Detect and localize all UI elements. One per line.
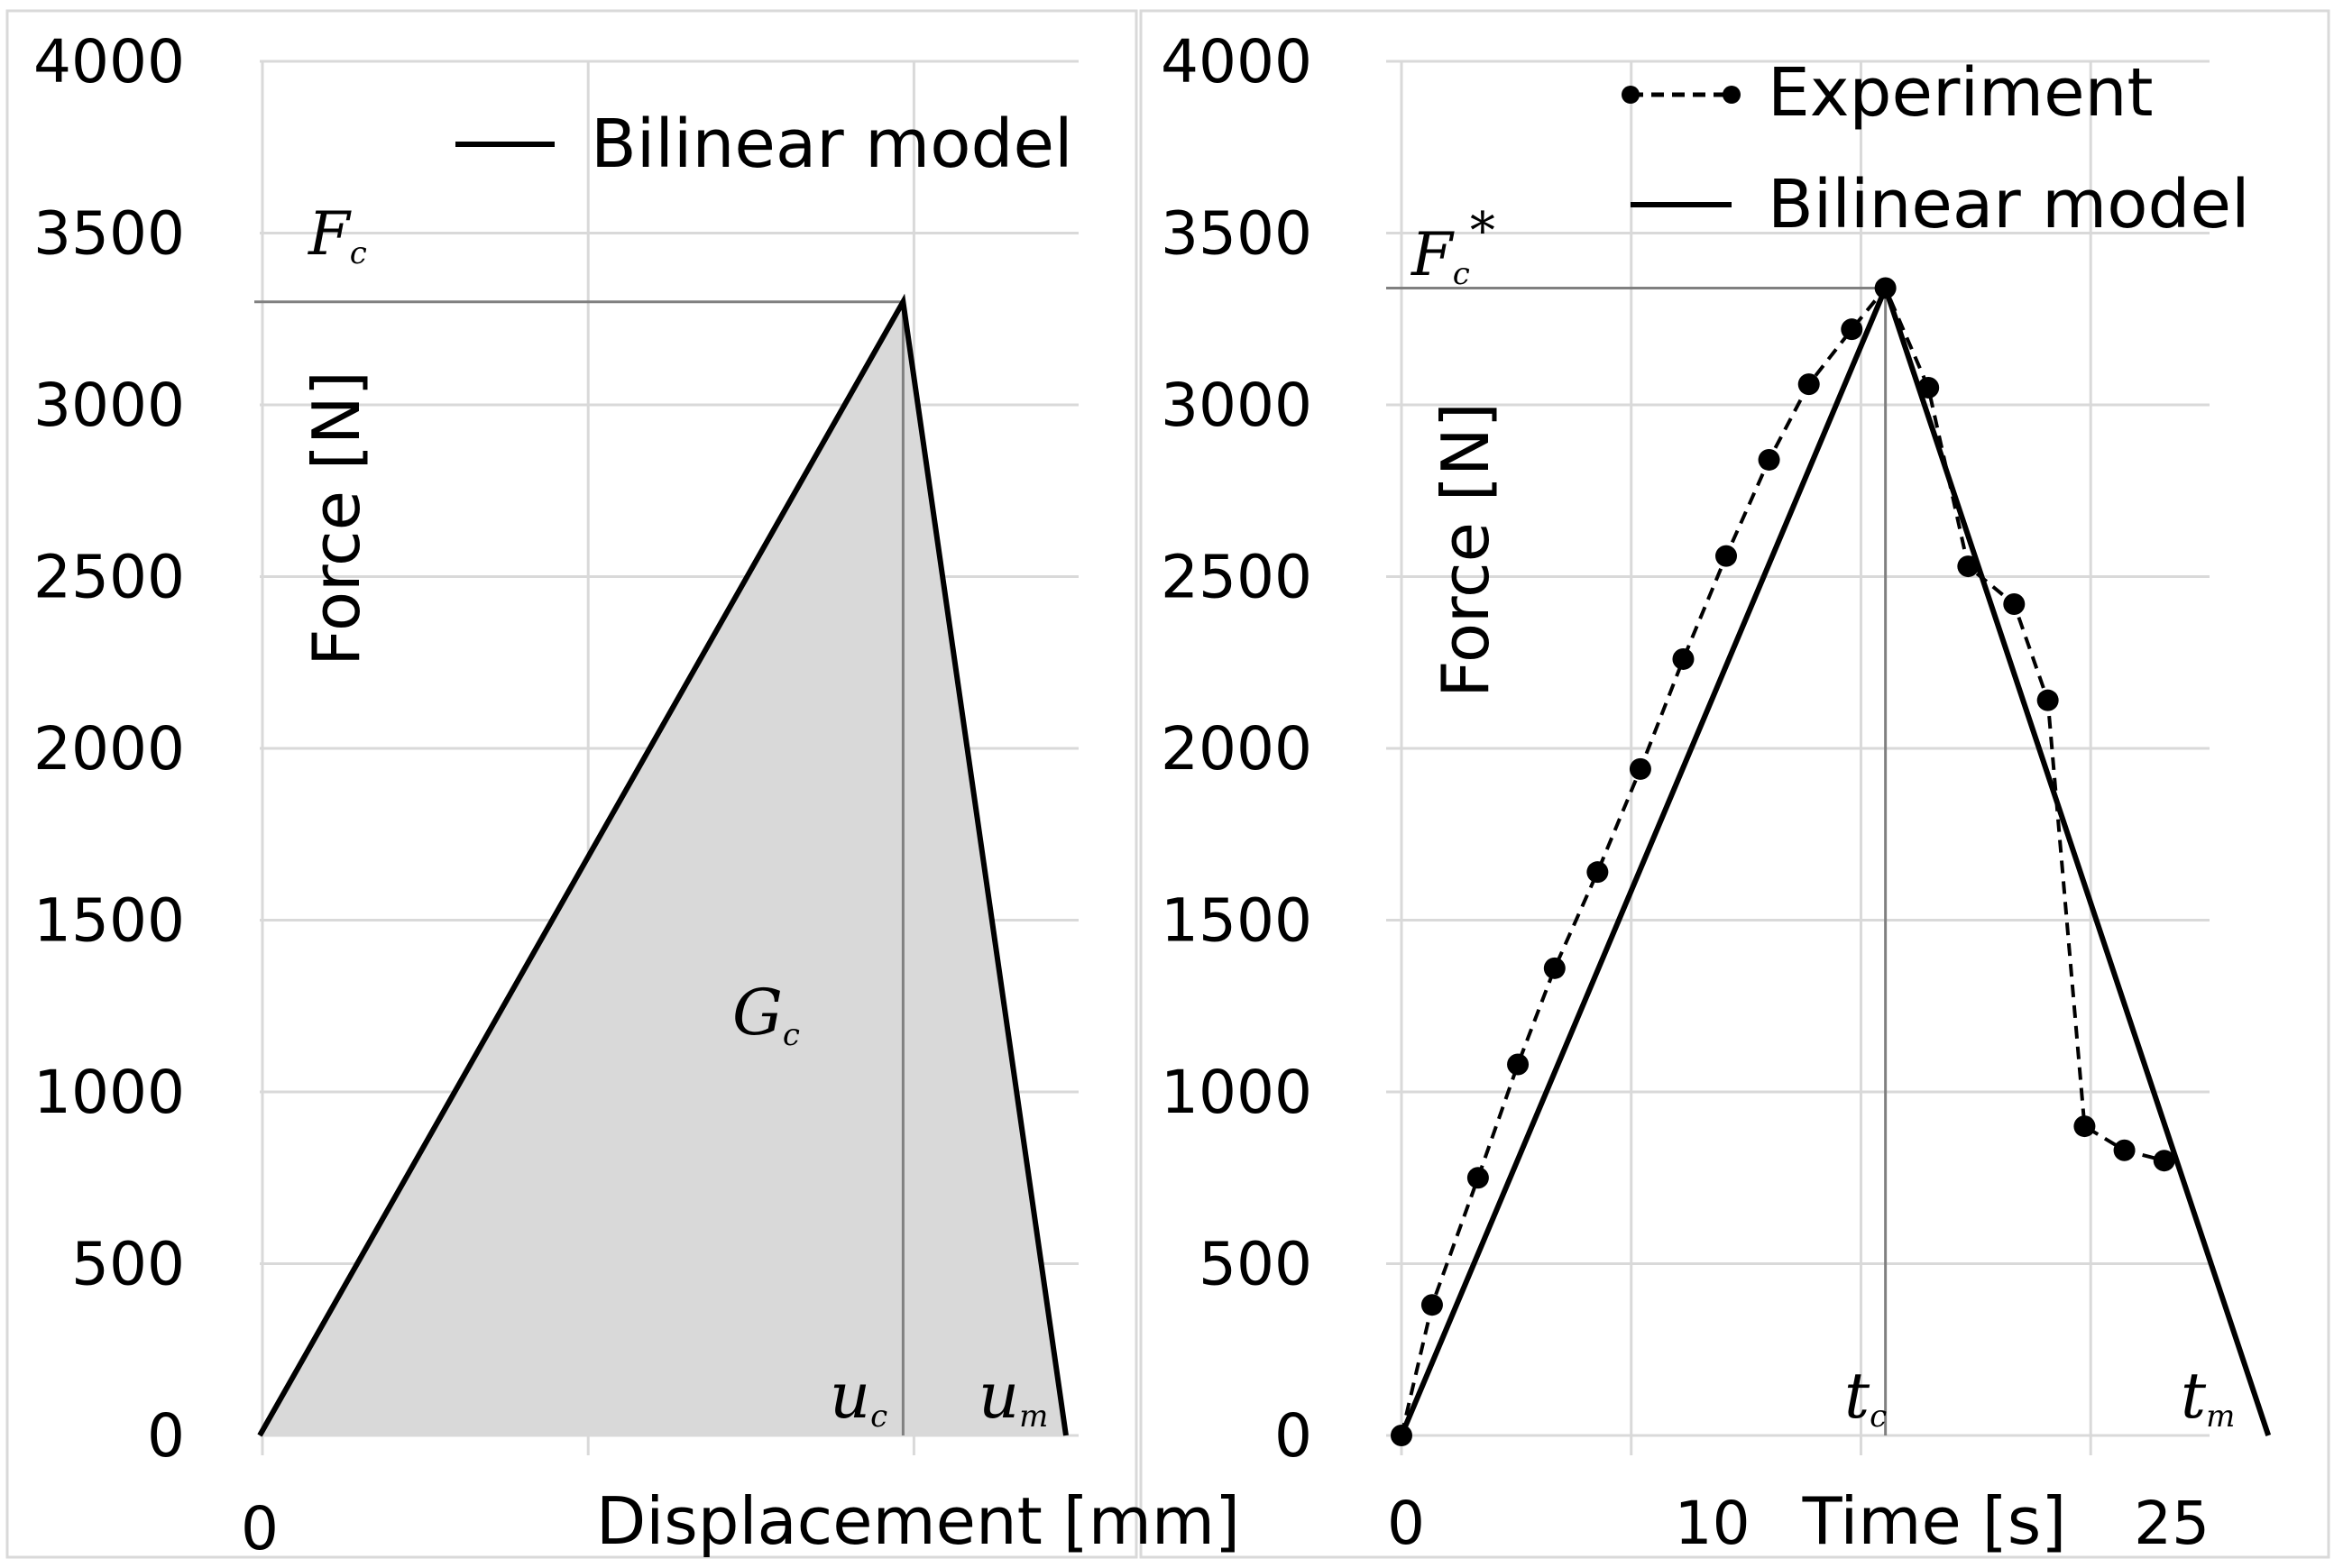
right-y-tick-label: 1500 [1161,886,1312,956]
left-x-tick-labels: 0 [241,1494,279,1563]
experiment-point [2153,1150,2175,1172]
experiment-line [1400,284,2165,1436]
left-chart: 0 500 1000 1500 2000 2500 3000 3500 4000 0 Displ… [33,27,1240,1563]
um-subscript: m [1019,1398,1048,1435]
critical-time-annotation: tc [1844,1359,1887,1435]
right-y-axis-label: Force [N] [1428,402,1503,698]
experiment-point [2073,1115,2096,1138]
fcstar-subscript: c [1453,256,1470,292]
right-y-tick-labels: 0 500 1000 1500 2000 2500 3000 3500 4000 [1161,27,1312,1471]
experiment-point [1466,1167,1489,1189]
critical-displacement-annotation: uc [830,1359,887,1435]
right-y-tick-label: 500 [1199,1230,1312,1299]
gc-subscript: c [783,1017,800,1053]
right-y-tick-label: 2500 [1161,543,1312,612]
left-legend-bilinear-label: Bilinear model [591,105,1073,183]
right-x-tick-label: 0 [1387,1489,1425,1558]
right-y-tick-label: 2000 [1161,714,1312,784]
left-y-tick-label: 2500 [33,543,185,612]
experiment-point [1420,1294,1443,1316]
right-y-tick-label: 3500 [1161,199,1312,269]
left-y-tick-label: 2000 [33,714,185,784]
right-y-tick-label: 0 [1274,1401,1312,1471]
right-x-tick-label: 10 [1675,1489,1750,1558]
left-y-tick-label: 3500 [33,199,185,269]
tm-subscript: m [2206,1398,2235,1435]
left-y-axis-label: Force [N] [299,371,374,666]
experiment-point [1507,1053,1530,1076]
left-x-tick-label: 0 [241,1494,279,1563]
fcstar-symbol: F [1411,220,1455,289]
fc-symbol: F [308,199,352,269]
uc-symbol: u [830,1359,870,1433]
right-legend-experiment-label: Experiment [1768,54,2154,132]
experiment-point [2036,689,2059,711]
legend-experiment-marker-right [1723,86,1741,104]
um-symbol: u [979,1359,1019,1433]
experiment-point [1543,957,1566,979]
right-y-tick-label: 4000 [1161,27,1312,96]
max-displacement-annotation: um [979,1359,1048,1435]
left-y-tick-label: 0 [147,1401,185,1471]
left-y-tick-label: 1500 [33,886,185,956]
experiment-point [2003,592,2026,615]
right-y-tick-label: 1000 [1161,1058,1312,1127]
experiment-point [2113,1139,2136,1161]
left-y-tick-label: 3000 [33,371,185,440]
right-peak-force-annotation: Fc* [1411,202,1495,292]
left-bilinear-model-line [257,293,1069,1437]
fracture-energy-annotation: Gc [732,976,800,1053]
experiment-markers [1390,277,2175,1446]
left-y-tick-label: 1000 [33,1058,185,1127]
fcstar-star: * [1470,202,1495,261]
experiment-point [1797,373,1820,396]
peak-force-annotation: Fc [308,199,367,271]
tc-subscript: c [1870,1398,1887,1435]
tm-symbol: t [2181,1359,2207,1433]
left-x-axis-label: Displacement [mm] [596,1483,1240,1559]
right-chart: 0 500 1000 1500 2000 2500 3000 3500 4000 0 10 25 T… [1161,27,2272,1559]
left-y-tick-label: 500 [71,1230,185,1299]
experiment-point [1390,1425,1412,1446]
right-legend-bilinear-label: Bilinear model [1768,166,2250,243]
uc-subscript: c [870,1398,887,1435]
right-x-axis-label: Time [s] [1802,1483,2067,1559]
legend-experiment-marker-left [1622,86,1640,104]
right-gridlines [1386,60,2210,1455]
fracture-energy-area [260,301,1066,1436]
experiment-point [1957,555,1980,578]
max-time-annotation: tm [2181,1359,2235,1435]
experiment-point [1672,647,1695,670]
right-x-tick-labels: 0 10 25 [1387,1489,2210,1558]
left-y-tick-labels: 0 500 1000 1500 2000 2500 3000 3500 4000 [33,27,185,1471]
experiment-point [1586,861,1609,884]
right-y-tick-label: 3000 [1161,371,1312,440]
fc-subscript: c [350,235,367,271]
experiment-point [1629,757,1651,780]
experiment-point [1841,318,1863,341]
right-x-tick-label: 25 [2134,1489,2210,1558]
experiment-point [1874,277,1897,299]
experiment-point [1715,545,1738,567]
gc-symbol: G [732,976,783,1050]
experiment-point [1758,448,1780,471]
experiment-point [1917,376,1940,399]
tc-symbol: t [1844,1359,1870,1433]
right-panel-border [1139,9,2330,1559]
left-panel-border [5,9,1138,1559]
left-y-tick-label: 4000 [33,27,185,96]
